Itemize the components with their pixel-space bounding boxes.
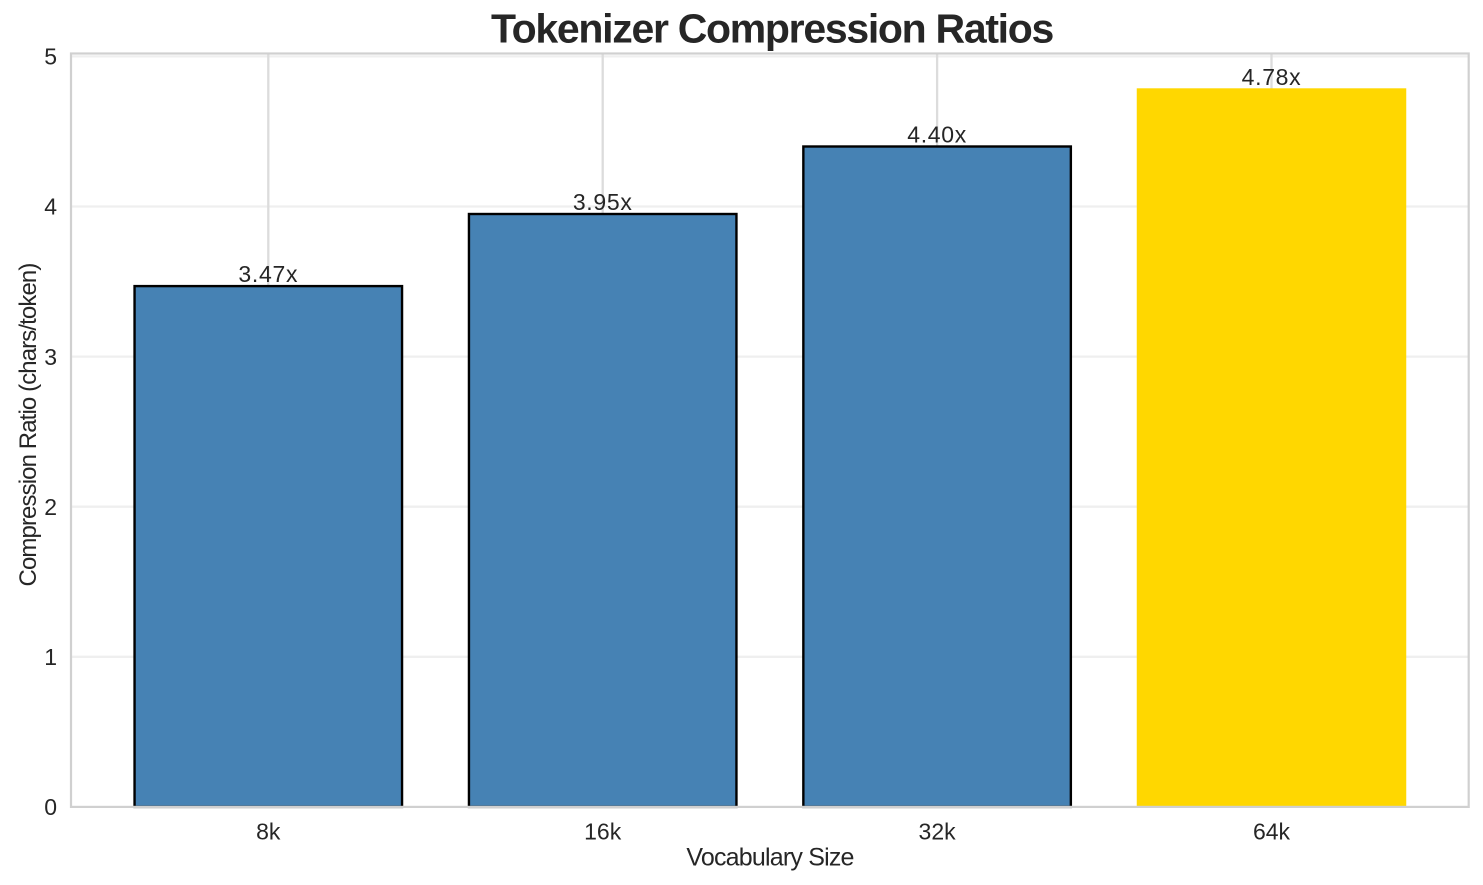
svg-text:4: 4 (44, 194, 57, 220)
svg-text:64k: 64k (1253, 819, 1291, 845)
svg-text:8k: 8k (256, 819, 281, 845)
svg-text:3.95x: 3.95x (573, 189, 633, 215)
svg-text:0: 0 (44, 794, 57, 820)
svg-text:3.47x: 3.47x (238, 261, 298, 287)
svg-text:Tokenizer Compression Ratios: Tokenizer Compression Ratios (491, 6, 1054, 52)
svg-text:4.78x: 4.78x (1242, 64, 1302, 90)
svg-text:5: 5 (44, 44, 57, 70)
svg-text:4.40x: 4.40x (907, 122, 967, 148)
svg-text:2: 2 (44, 494, 57, 520)
svg-text:16k: 16k (584, 819, 622, 845)
svg-text:1: 1 (44, 644, 57, 670)
svg-text:Compression Ratio (chars/token: Compression Ratio (chars/token) (15, 264, 42, 587)
svg-text:3: 3 (44, 344, 57, 370)
svg-text:Vocabulary Size: Vocabulary Size (686, 844, 853, 872)
svg-text:32k: 32k (919, 819, 957, 845)
